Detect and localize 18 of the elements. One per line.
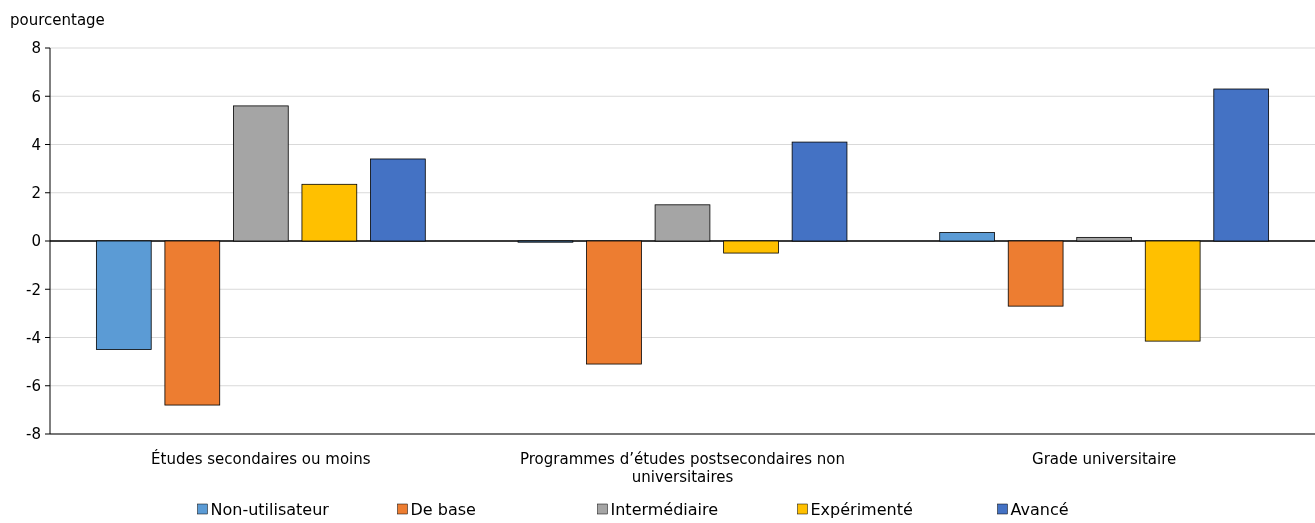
x-tick-label: Programmes d’études postsecondaires non universitaires [519,450,846,486]
legend-label: Intermédiaire [610,500,719,519]
y-tick-label: -8 [26,425,41,444]
legend-label: De base [410,500,476,519]
y-tick-label: -2 [26,280,41,299]
legend-label: Avancé [1010,500,1069,519]
y-tick-label: -6 [26,377,41,395]
legend-label: Non-utilisateur [210,500,330,519]
y-tick-label: -4 [26,328,41,347]
y-tick-label: 0 [31,232,41,251]
y-tick-label: 8 [31,39,41,58]
x-tick-label: Études secondaires ou moins [151,449,371,468]
y-tick-label: 2 [31,184,41,202]
y-tick-label: 4 [31,135,41,154]
legend-label: Expérimenté [810,500,913,519]
y-axis-title: pourcentage [10,11,105,29]
y-tick-label: 6 [31,87,41,106]
x-tick-label: Grade universitaire [1032,450,1177,468]
